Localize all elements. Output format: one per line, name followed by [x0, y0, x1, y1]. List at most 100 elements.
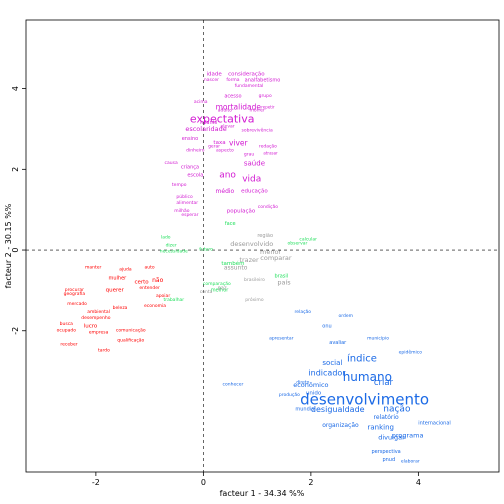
word-point-blue: avaliar: [329, 340, 347, 346]
x-tick-label: 0: [201, 478, 206, 487]
word-point-blue: município: [367, 334, 389, 341]
word-point-blue: conhecer: [223, 382, 244, 388]
word-point-gray: trazer: [239, 256, 259, 264]
word-point-gray: próximo: [245, 296, 264, 303]
word-point-blue: humano: [343, 370, 392, 384]
word-point-blue: social: [322, 359, 342, 367]
word-point-blue: desigualdade: [311, 405, 365, 414]
y-axis-ticks: -2 0 2 4: [11, 86, 26, 335]
word-point-blue: criar: [374, 378, 394, 388]
word-point-blue: ordem: [339, 313, 354, 319]
word-point-red: auto: [145, 265, 155, 271]
word-point-green: dizer: [166, 243, 177, 249]
word-point-blue: mundial: [295, 406, 315, 412]
word-point-blue: internacional: [418, 421, 451, 427]
word-point-purple: ano: [219, 170, 236, 180]
y-tick-label: 2: [11, 167, 20, 172]
word-point-red: comunicação: [116, 327, 146, 333]
word-point-purple: adulto: [218, 107, 232, 113]
word-point-blue: programa: [392, 432, 424, 440]
word-point-blue: perspectiva: [371, 449, 400, 455]
word-point-red: lucro: [84, 324, 98, 330]
word-point-green: melhor: [211, 287, 230, 293]
word-point-purple: dinheiro: [186, 148, 205, 154]
word-point-red: busca: [60, 321, 74, 327]
word-point-purple: escolaridade: [185, 125, 226, 133]
word-point-purple: saúde: [244, 159, 265, 167]
word-point-red: mulher: [109, 275, 128, 281]
word-point-purple: população: [227, 209, 256, 215]
word-point-purple: esperar: [181, 212, 198, 218]
word-point-green: necessidade: [160, 249, 188, 255]
word-point-purple: grau: [244, 152, 254, 158]
word-point-purple: grupo: [259, 93, 272, 99]
word-point-red: ambiental: [87, 309, 110, 315]
word-point-blue: relatório: [374, 414, 400, 421]
word-point-gray: menor: [260, 248, 281, 256]
word-point-red: economia: [144, 303, 166, 309]
word-point-blue: divulgar: [378, 434, 405, 442]
word-point-red: receber: [60, 341, 77, 347]
word-point-red: querer: [106, 287, 125, 293]
word-point-purple: acima: [194, 99, 208, 105]
y-tick-label: 0: [11, 247, 20, 252]
word-point-blue: apresentar: [269, 335, 294, 341]
word-point-green: calcular: [299, 236, 317, 242]
word-point-blue: índice: [347, 353, 377, 365]
word-point-purple: ensino: [182, 136, 198, 142]
word-point-purple: criança: [181, 164, 199, 170]
word-point-red: ajuda: [119, 267, 132, 273]
x-tick-label: -2: [92, 478, 100, 487]
word-point-purple: infantil: [200, 120, 217, 126]
word-point-blue: unido: [306, 390, 322, 396]
word-point-red: ocupado: [57, 327, 77, 333]
word-point-gray: paz: [218, 285, 227, 291]
word-point-red: não: [152, 277, 163, 284]
word-point-purple: analfabetismo: [245, 78, 281, 84]
word-point-purple: gerar: [208, 144, 220, 150]
word-point-green: lado: [161, 234, 171, 240]
word-point-red: empresa: [89, 329, 109, 335]
word-point-blue: epidêmico: [399, 348, 423, 355]
word-point-blue: nação: [383, 404, 411, 414]
x-tick-label: 2: [308, 478, 313, 487]
word-point-purple: causa: [165, 161, 178, 166]
plot-frame: [25, 19, 500, 473]
word-point-blue: relação: [295, 309, 312, 315]
word-point-gray: desenvolvido: [230, 240, 273, 248]
word-point-purple: acesso: [224, 94, 241, 100]
word-point-blue: direto: [296, 380, 309, 386]
word-point-purple: taxa: [213, 140, 225, 146]
word-point-green: comparação: [203, 281, 231, 287]
word-point-purple: tempo: [172, 182, 187, 188]
word-point-purple: idade: [206, 71, 222, 77]
y-tick-label: -2: [11, 327, 20, 335]
word-point-purple: médio: [216, 188, 235, 195]
word-point-green: trabalhar: [163, 297, 184, 303]
word-point-purple: condição: [258, 204, 278, 210]
word-point-red: beleza: [113, 305, 128, 311]
word-point-red: apoiar: [156, 293, 170, 299]
word-point-blue: indicador: [308, 369, 346, 378]
word-point-green: também: [221, 260, 244, 267]
word-point-red: certo: [134, 279, 149, 285]
word-point-purple: sobrevivência: [242, 126, 273, 133]
word-point-red: entender: [139, 285, 160, 291]
word-point-gray: região: [257, 233, 273, 239]
word-point-green: observar: [288, 240, 308, 246]
word-point-red: manter: [85, 265, 102, 271]
word-point-purple: educação: [241, 189, 268, 195]
word-point-blue: produção: [279, 392, 300, 398]
word-point-purple: atrasar: [263, 151, 278, 156]
word-point-blue: ranking: [368, 424, 394, 432]
word-point-gray: comparar: [260, 254, 292, 262]
word-point-red: mercado: [67, 301, 87, 307]
x-tick-label: 4: [416, 478, 421, 487]
word-point-purple: nascer: [204, 77, 219, 83]
word-point-purple: mortalidade: [216, 102, 262, 111]
word-point-blue: desenvolvimento: [300, 390, 429, 408]
word-point-red: qualificação: [117, 337, 144, 343]
word-point-purple: consideração: [228, 71, 265, 77]
